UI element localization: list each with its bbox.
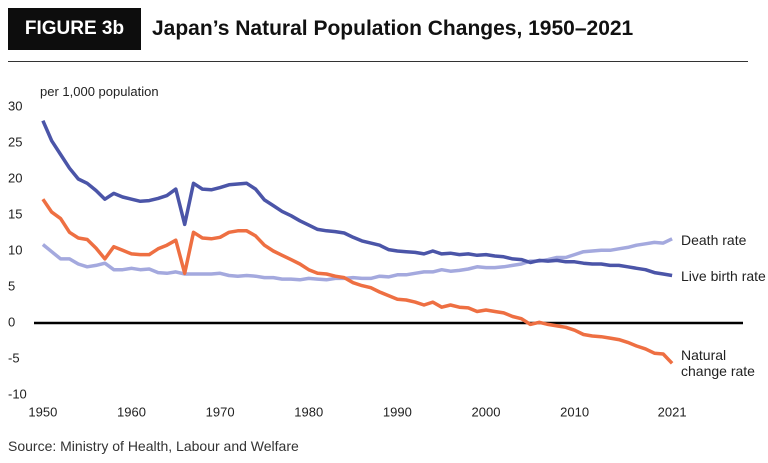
- source: Source: Ministry of Health, Labour and W…: [8, 438, 299, 454]
- series-label: Natural change rate: [681, 347, 755, 379]
- chart-title: Japan’s Natural Population Changes, 1950…: [152, 17, 634, 40]
- y-tick-label: 30: [8, 98, 22, 113]
- series-line: [41, 119, 673, 278]
- series-label: Live birth rate: [681, 268, 766, 284]
- x-tick-label: 1990: [383, 404, 412, 419]
- y-tick-label: -10: [8, 386, 27, 401]
- x-tick-label: 2000: [472, 404, 501, 419]
- figure-label: FIGURE 3b: [8, 8, 141, 50]
- x-tick-label: 1980: [294, 404, 323, 419]
- title-rule: [8, 61, 748, 62]
- x-tick-label: 1950: [28, 404, 57, 419]
- y-tick-label: 25: [8, 134, 22, 149]
- x-tick-label: 1970: [206, 404, 235, 419]
- y-axis-label: per 1,000 population: [40, 84, 159, 99]
- series-label: Death rate: [681, 232, 747, 248]
- y-tick-label: 0: [8, 314, 15, 329]
- y-tick-label: 20: [8, 170, 22, 185]
- y-tick-label: -5: [8, 350, 20, 365]
- series-line: [41, 198, 674, 365]
- series-line: [41, 237, 673, 282]
- x-tick-label: 2021: [658, 404, 687, 419]
- y-tick-label: 10: [8, 242, 22, 257]
- x-tick-label: 1960: [117, 404, 146, 419]
- y-tick-label: 5: [8, 278, 15, 293]
- x-tick-label: 2010: [560, 404, 589, 419]
- y-tick-label: 15: [8, 206, 22, 221]
